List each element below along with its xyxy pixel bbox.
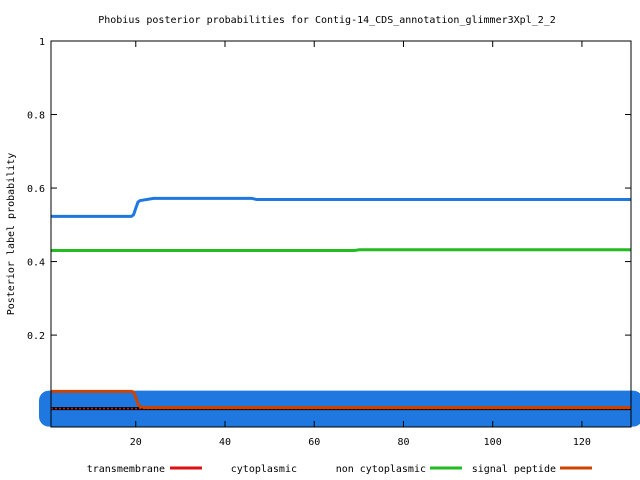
y-axis-label: Posterior label probability: [6, 153, 17, 316]
probability-line-series-line: [51, 196, 631, 218]
y-tick-label: 1: [39, 37, 45, 48]
series-layer: [39, 196, 640, 427]
y-tick-label: 0.8: [27, 111, 45, 122]
legend-item-cytoplasmic: cytoplasmic: [231, 464, 297, 475]
legend-item-non-cytoplasmic: non cytoplasmic: [336, 464, 462, 475]
signal-peptide-series-line: [51, 389, 631, 410]
plot-frame: [50, 40, 632, 428]
legend-label: cytoplasmic: [231, 464, 297, 475]
legend-layer: transmembrane cytoplasmic non cytoplasmic s…: [87, 464, 592, 475]
non-cytoplasmic-series-line: [51, 248, 631, 253]
x-tick-label: 80: [397, 437, 409, 448]
x-tick-label: 100: [484, 437, 502, 448]
legend-item-signal-peptide: signal peptide: [472, 464, 592, 475]
x-tick-label: 120: [573, 437, 591, 448]
legend-label: transmembrane: [87, 464, 165, 475]
x-tick-label: 20: [130, 437, 142, 448]
x-tick-label: 60: [308, 437, 320, 448]
y-tick-label: 0.4: [27, 258, 45, 269]
chart-title: Phobius posterior probabilities for Cont…: [98, 15, 556, 26]
y-tick-label: 0.2: [27, 331, 45, 342]
legend-label: non cytoplasmic: [336, 464, 426, 475]
legend-label: signal peptide: [472, 464, 556, 475]
y-tick-label: 0.6: [27, 184, 45, 195]
legend-item-transmembrane: transmembrane: [87, 464, 202, 475]
ticks-layer: 20 40 60 80 100 120 0.2 0.4 0.6 0.8 1: [27, 37, 631, 448]
x-tick-label: 40: [219, 437, 231, 448]
